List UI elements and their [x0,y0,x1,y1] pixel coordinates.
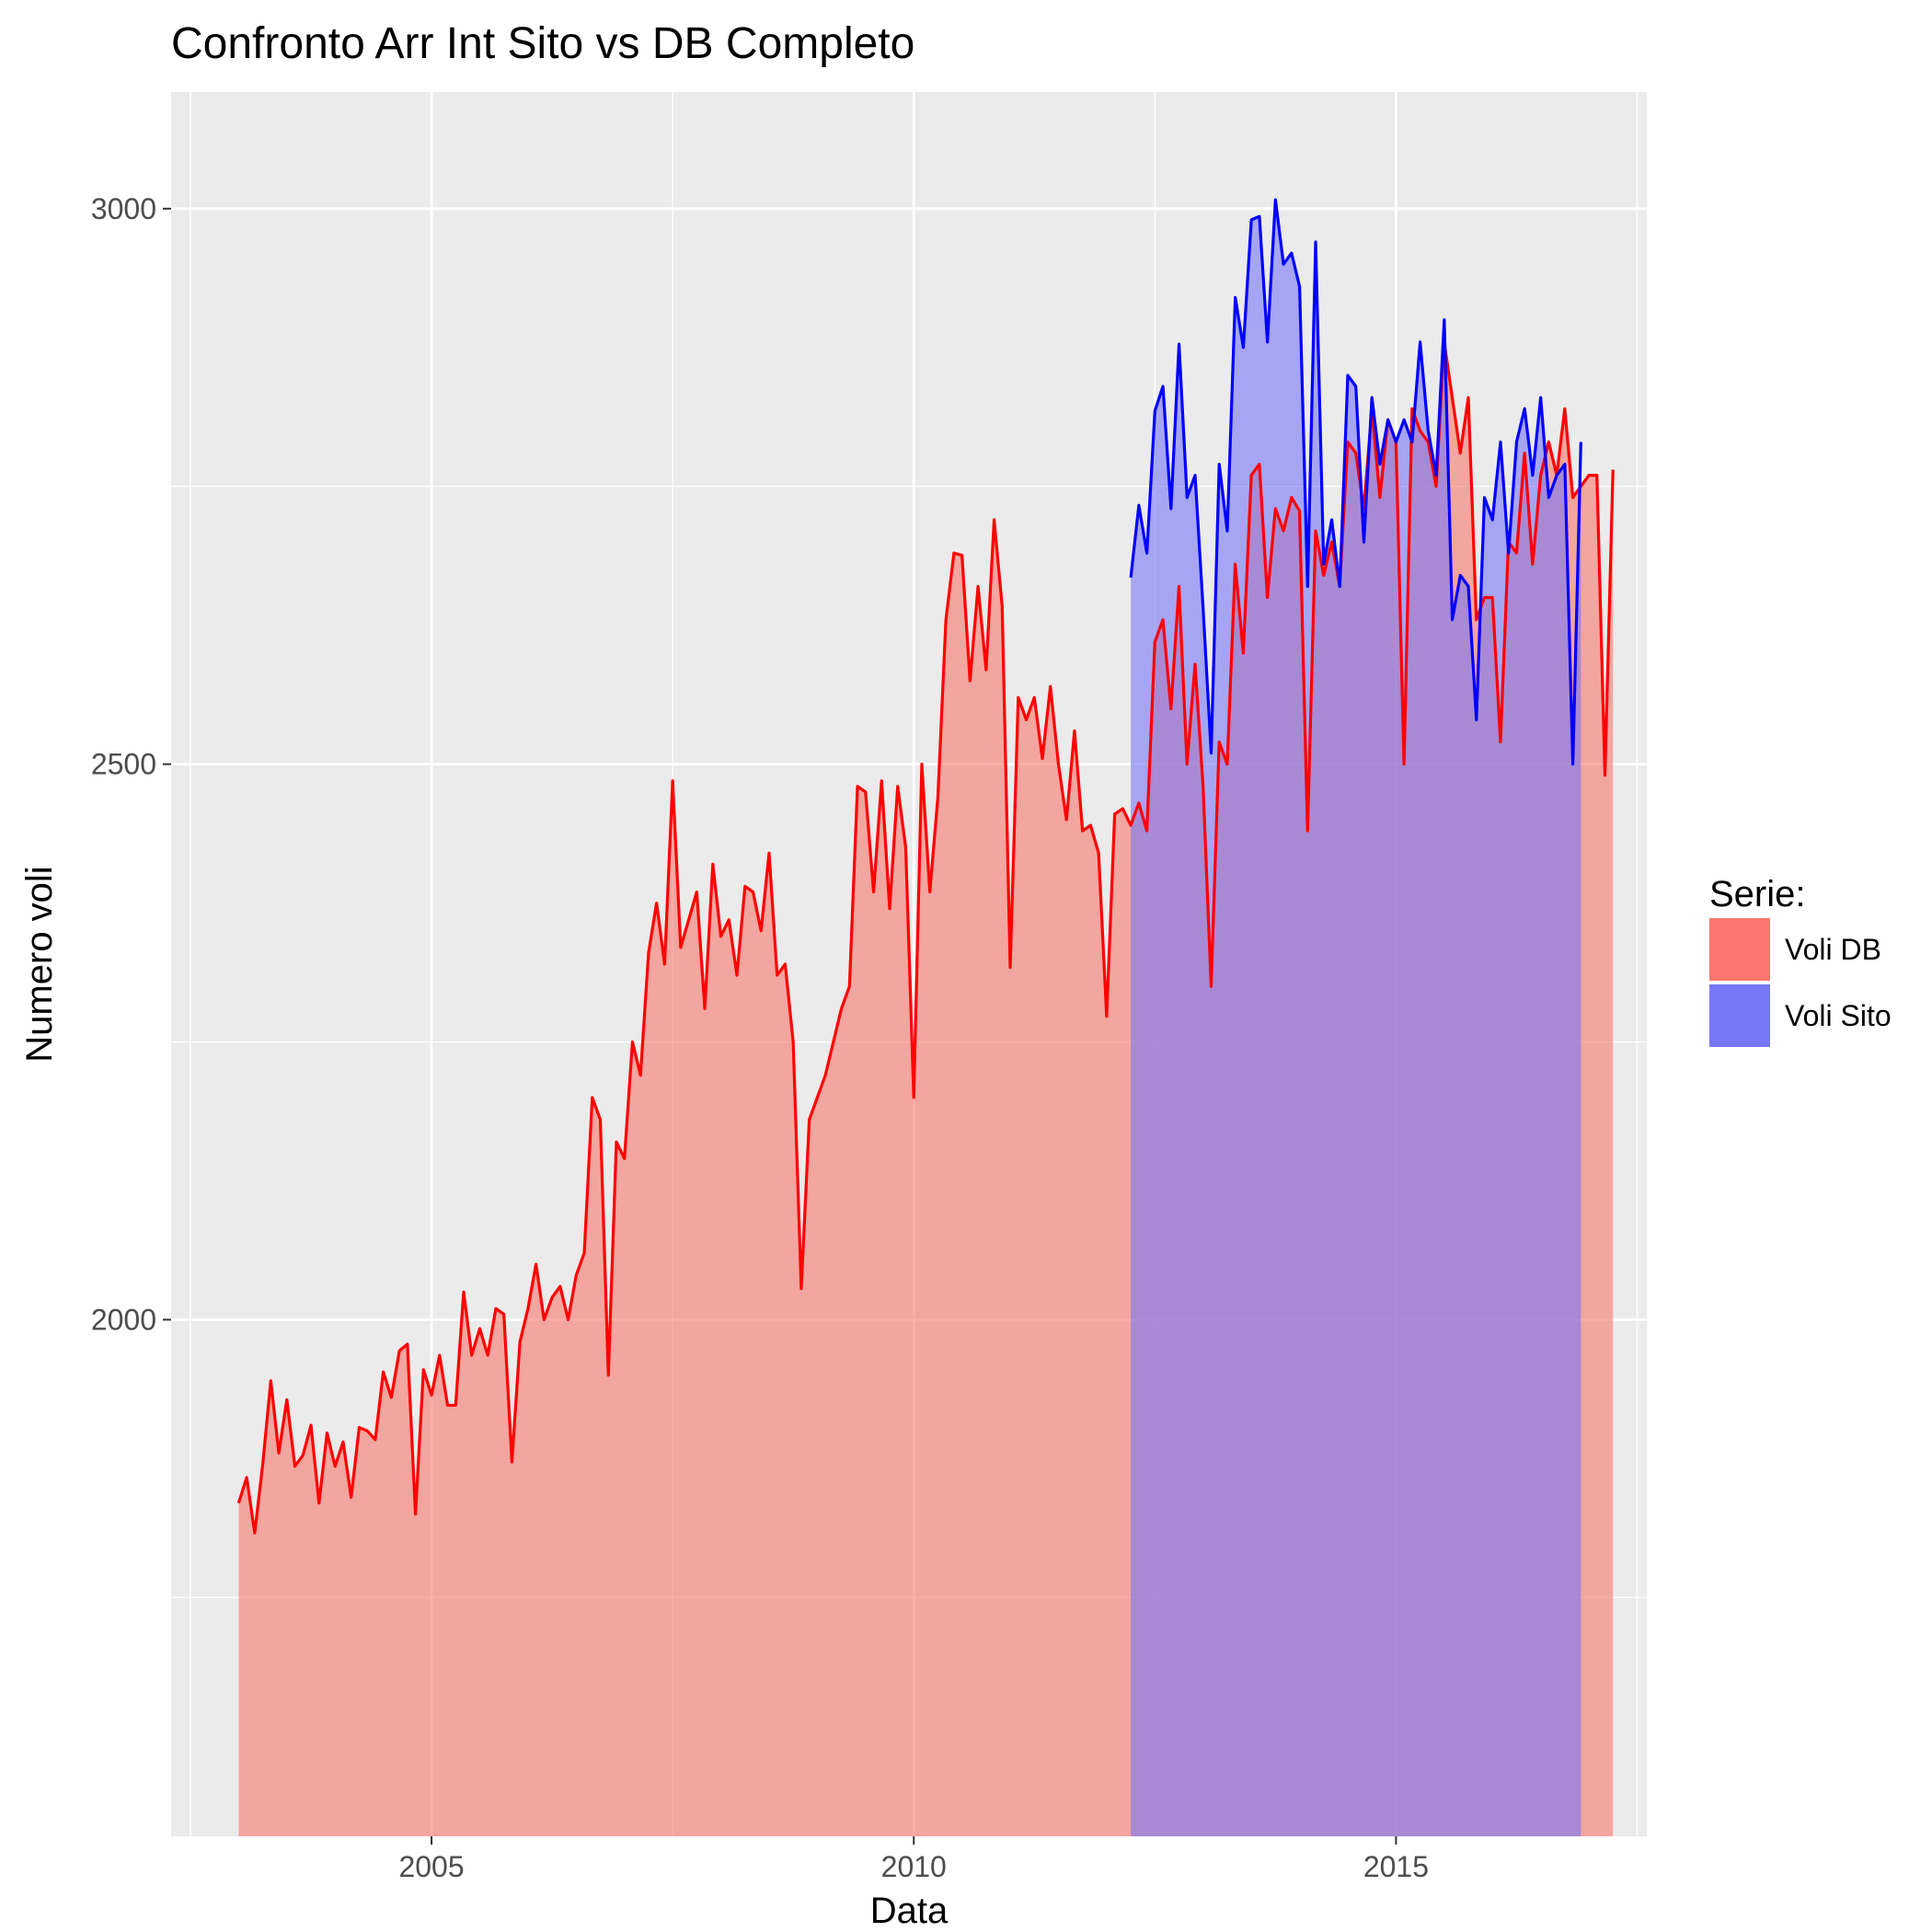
x-tick-label: 2015 [1363,1850,1429,1883]
line-voli-sito [1129,198,1582,766]
y-tick-label: 2500 [91,748,156,781]
line-voli-db [236,340,1615,1535]
x-axis: 2005 2010 2015 [398,1836,1429,1883]
x-axis-title: Data [870,1891,949,1931]
y-tick-label: 2000 [91,1303,156,1336]
series-lines [236,198,1615,1535]
legend-key-voli-sito [1709,984,1770,1047]
chart-title: Confronto Arr Int Sito vs DB Completo [171,19,914,68]
x-tick-label: 2010 [881,1850,947,1883]
legend-title: Serie: [1709,874,1806,914]
legend: Serie: Voli DB Voli Sito [1709,874,1892,1047]
x-tick-label: 2005 [398,1850,464,1883]
y-axis: 2000 2500 3000 [91,192,171,1336]
legend-key-voli-db [1709,918,1770,981]
y-tick-label: 3000 [91,192,156,225]
legend-label-voli-db: Voli DB [1785,933,1881,966]
legend-label-voli-sito: Voli Sito [1785,999,1892,1032]
y-axis-title: Numero voli [19,866,60,1062]
